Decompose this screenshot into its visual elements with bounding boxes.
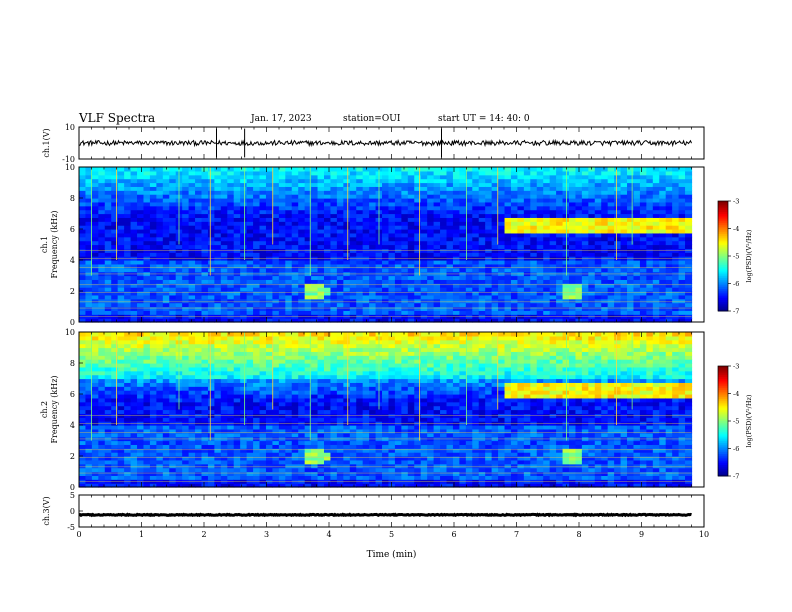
y-tick-label: 6 [70, 225, 75, 234]
y-tick-label: 4 [70, 256, 75, 265]
colorbar-tick-label: -6 [733, 280, 739, 288]
colorbar-tick-label: -4 [733, 390, 739, 398]
y-tick-label: -10 [62, 155, 75, 164]
colorbar-tick-label: -7 [733, 308, 739, 316]
y-tick-label: 0 [70, 318, 75, 327]
y-tick-label: 0 [70, 507, 75, 516]
y-axis-label-channel: ch.1 [40, 236, 49, 253]
y-tick-label: 0 [70, 483, 75, 492]
colorbar-tick-label: -3 [733, 363, 739, 371]
x-axis-title: Time (min) [367, 549, 417, 560]
y-tick-label: 10 [65, 328, 75, 337]
station-label: station=OUI [343, 114, 401, 124]
y-tick-label: 2 [70, 287, 75, 296]
x-axis-ticks [78, 167, 705, 322]
spectrogram-1 [79, 166, 704, 323]
y-tick-label: 10 [65, 123, 75, 132]
colorbar-tick-label: -3 [733, 198, 739, 206]
waveform-3 [78, 494, 692, 528]
y-tick-label: 6 [70, 390, 75, 399]
x-tick-label: 4 [326, 530, 331, 539]
waveform-trace [78, 512, 692, 518]
y-tick-label: 2 [70, 452, 75, 461]
colorbar-tick-label: -4 [733, 225, 739, 233]
waveform-trace [79, 138, 692, 148]
x-tick-label: 3 [264, 530, 269, 539]
y-tick-label: 10 [65, 163, 75, 172]
x-tick-label: 8 [576, 530, 581, 539]
x-tick-label: 1 [139, 530, 144, 539]
colorbar-tick-label: -5 [733, 418, 739, 426]
colorbar-label: log(PSD)(V²/Hz) [745, 394, 753, 447]
y-axis-label: ch.3(V) [42, 496, 51, 525]
waveform-0 [79, 126, 692, 160]
colorbar-tick-label: -7 [733, 473, 739, 481]
x-tick-label: 0 [76, 530, 81, 539]
colorbar-label: log(PSD)(V²/Hz) [745, 229, 753, 282]
x-tick-label: 5 [389, 530, 394, 539]
y-tick-label: 8 [70, 194, 75, 203]
y-tick-label: 8 [70, 359, 75, 368]
start-time-label: start UT = 14: 40: 0 [438, 114, 530, 124]
y-axis-label: ch.1(V) [42, 128, 51, 157]
colorbar-2: -3 -4 -5 -6 -7 log(PSD)(V²/Hz) [717, 363, 753, 481]
y-axis-label-channel: ch.2 [40, 401, 49, 418]
x-axis-ticks [78, 332, 705, 487]
x-tick-label: 2 [201, 530, 206, 539]
x-tick-label: 9 [639, 530, 644, 539]
date-label: Jan. 17, 2023 [251, 114, 312, 124]
spectrogram-2 [79, 331, 704, 488]
x-tick-label: 6 [451, 530, 456, 539]
y-tick-label: 4 [70, 421, 75, 430]
x-tick-label: 7 [514, 530, 519, 539]
y-axis-label-frequency: Frequency (kHz) [50, 210, 59, 278]
y-tick-label: 5 [70, 491, 75, 500]
x-tick-label: 10 [699, 530, 709, 539]
x-axis-ticks [78, 127, 705, 159]
y-tick-label: -5 [67, 523, 75, 532]
colorbar-1: -3 -4 -5 -6 -7 log(PSD)(V²/Hz) [717, 198, 753, 316]
chart-title: VLF Spectra [79, 111, 156, 125]
y-axis-label-frequency: Frequency (kHz) [50, 375, 59, 443]
x-axis-ticks [78, 495, 705, 527]
colorbar-tick-label: -6 [733, 445, 739, 453]
colorbar-tick-label: -5 [733, 253, 739, 261]
